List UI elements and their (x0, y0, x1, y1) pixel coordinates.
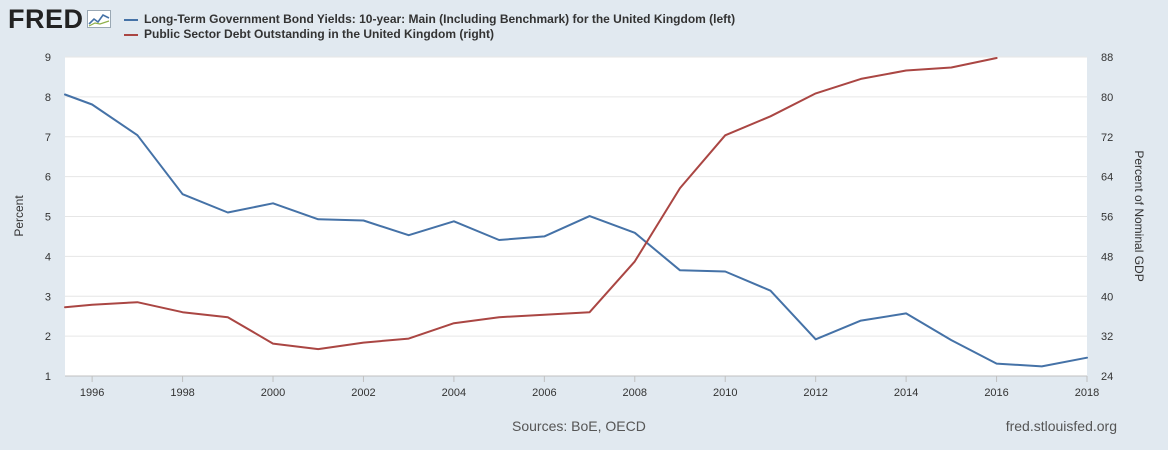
fred-logo[interactable]: FRED (8, 4, 111, 34)
y-axis-left-title: Percent (12, 195, 26, 237)
series-line-bond-yields[interactable] (64, 93, 1088, 368)
x-tick-label: 2010 (713, 387, 737, 399)
series-line-public-debt[interactable] (64, 57, 998, 351)
y-tick-label-left: 9 (45, 52, 51, 64)
gridlines (65, 56, 1087, 377)
x-tick-label: 2006 (532, 387, 556, 399)
y-tick-label-right: 24 (1101, 371, 1113, 383)
y-tick-label-right: 80 (1101, 92, 1113, 104)
legend-item-public-debt[interactable]: Public Sector Debt Outstanding in the Un… (124, 27, 735, 42)
x-tick-label: 1998 (170, 387, 194, 399)
y-tick-label-left: 7 (45, 132, 51, 144)
legend-item-bond-yields[interactable]: Long-Term Government Bond Yields: 10-yea… (124, 12, 735, 27)
y-tick-label-left: 2 (45, 331, 51, 343)
fred-logo-text: FRED (8, 4, 84, 34)
site-link[interactable]: fred.stlouisfed.org (1005, 418, 1117, 434)
x-tick-label: 2002 (351, 387, 375, 399)
x-tick-label: 2012 (803, 387, 827, 399)
x-tick-label: 2014 (894, 387, 918, 399)
y-tick-label-left: 8 (45, 92, 51, 104)
x-tick-label: 2004 (442, 387, 466, 399)
x-tick-label: 1996 (80, 387, 104, 399)
y-tick-label-left: 4 (45, 251, 51, 263)
y-tick-label-right: 88 (1101, 52, 1113, 64)
sources-text: Sources: BoE, OECD (512, 418, 646, 434)
x-tick-label: 2018 (1075, 387, 1099, 399)
x-tick-label: 2016 (984, 387, 1008, 399)
y-tick-label-left: 1 (45, 371, 51, 383)
legend-swatch-public-debt (124, 33, 138, 36)
chart-legend: Long-Term Government Bond Yields: 10-yea… (124, 12, 735, 42)
y-tick-label-right: 64 (1101, 172, 1113, 184)
y-axis-right-title: Percent of Nominal GDP (1132, 150, 1146, 281)
y-tick-label-left: 6 (45, 172, 51, 184)
y-tick-label-right: 72 (1101, 132, 1113, 144)
x-tick-label: 2000 (261, 387, 285, 399)
chart-graph-icon (86, 10, 111, 28)
series-lines (64, 57, 1088, 368)
legend-label-bond-yields: Long-Term Government Bond Yields: 10-yea… (144, 12, 736, 26)
y-tick-label-right: 40 (1101, 291, 1113, 303)
y-tick-label-right: 32 (1101, 331, 1113, 343)
y-tick-label-left: 5 (45, 212, 51, 224)
y-tick-label-left: 3 (45, 291, 51, 303)
legend-label-public-debt: Public Sector Debt Outstanding in the Un… (144, 27, 494, 41)
x-tick-label: 2008 (623, 387, 647, 399)
y-tick-label-right: 48 (1101, 251, 1113, 263)
y-tick-label-right: 56 (1101, 212, 1113, 224)
legend-swatch-bond-yields (124, 18, 138, 21)
